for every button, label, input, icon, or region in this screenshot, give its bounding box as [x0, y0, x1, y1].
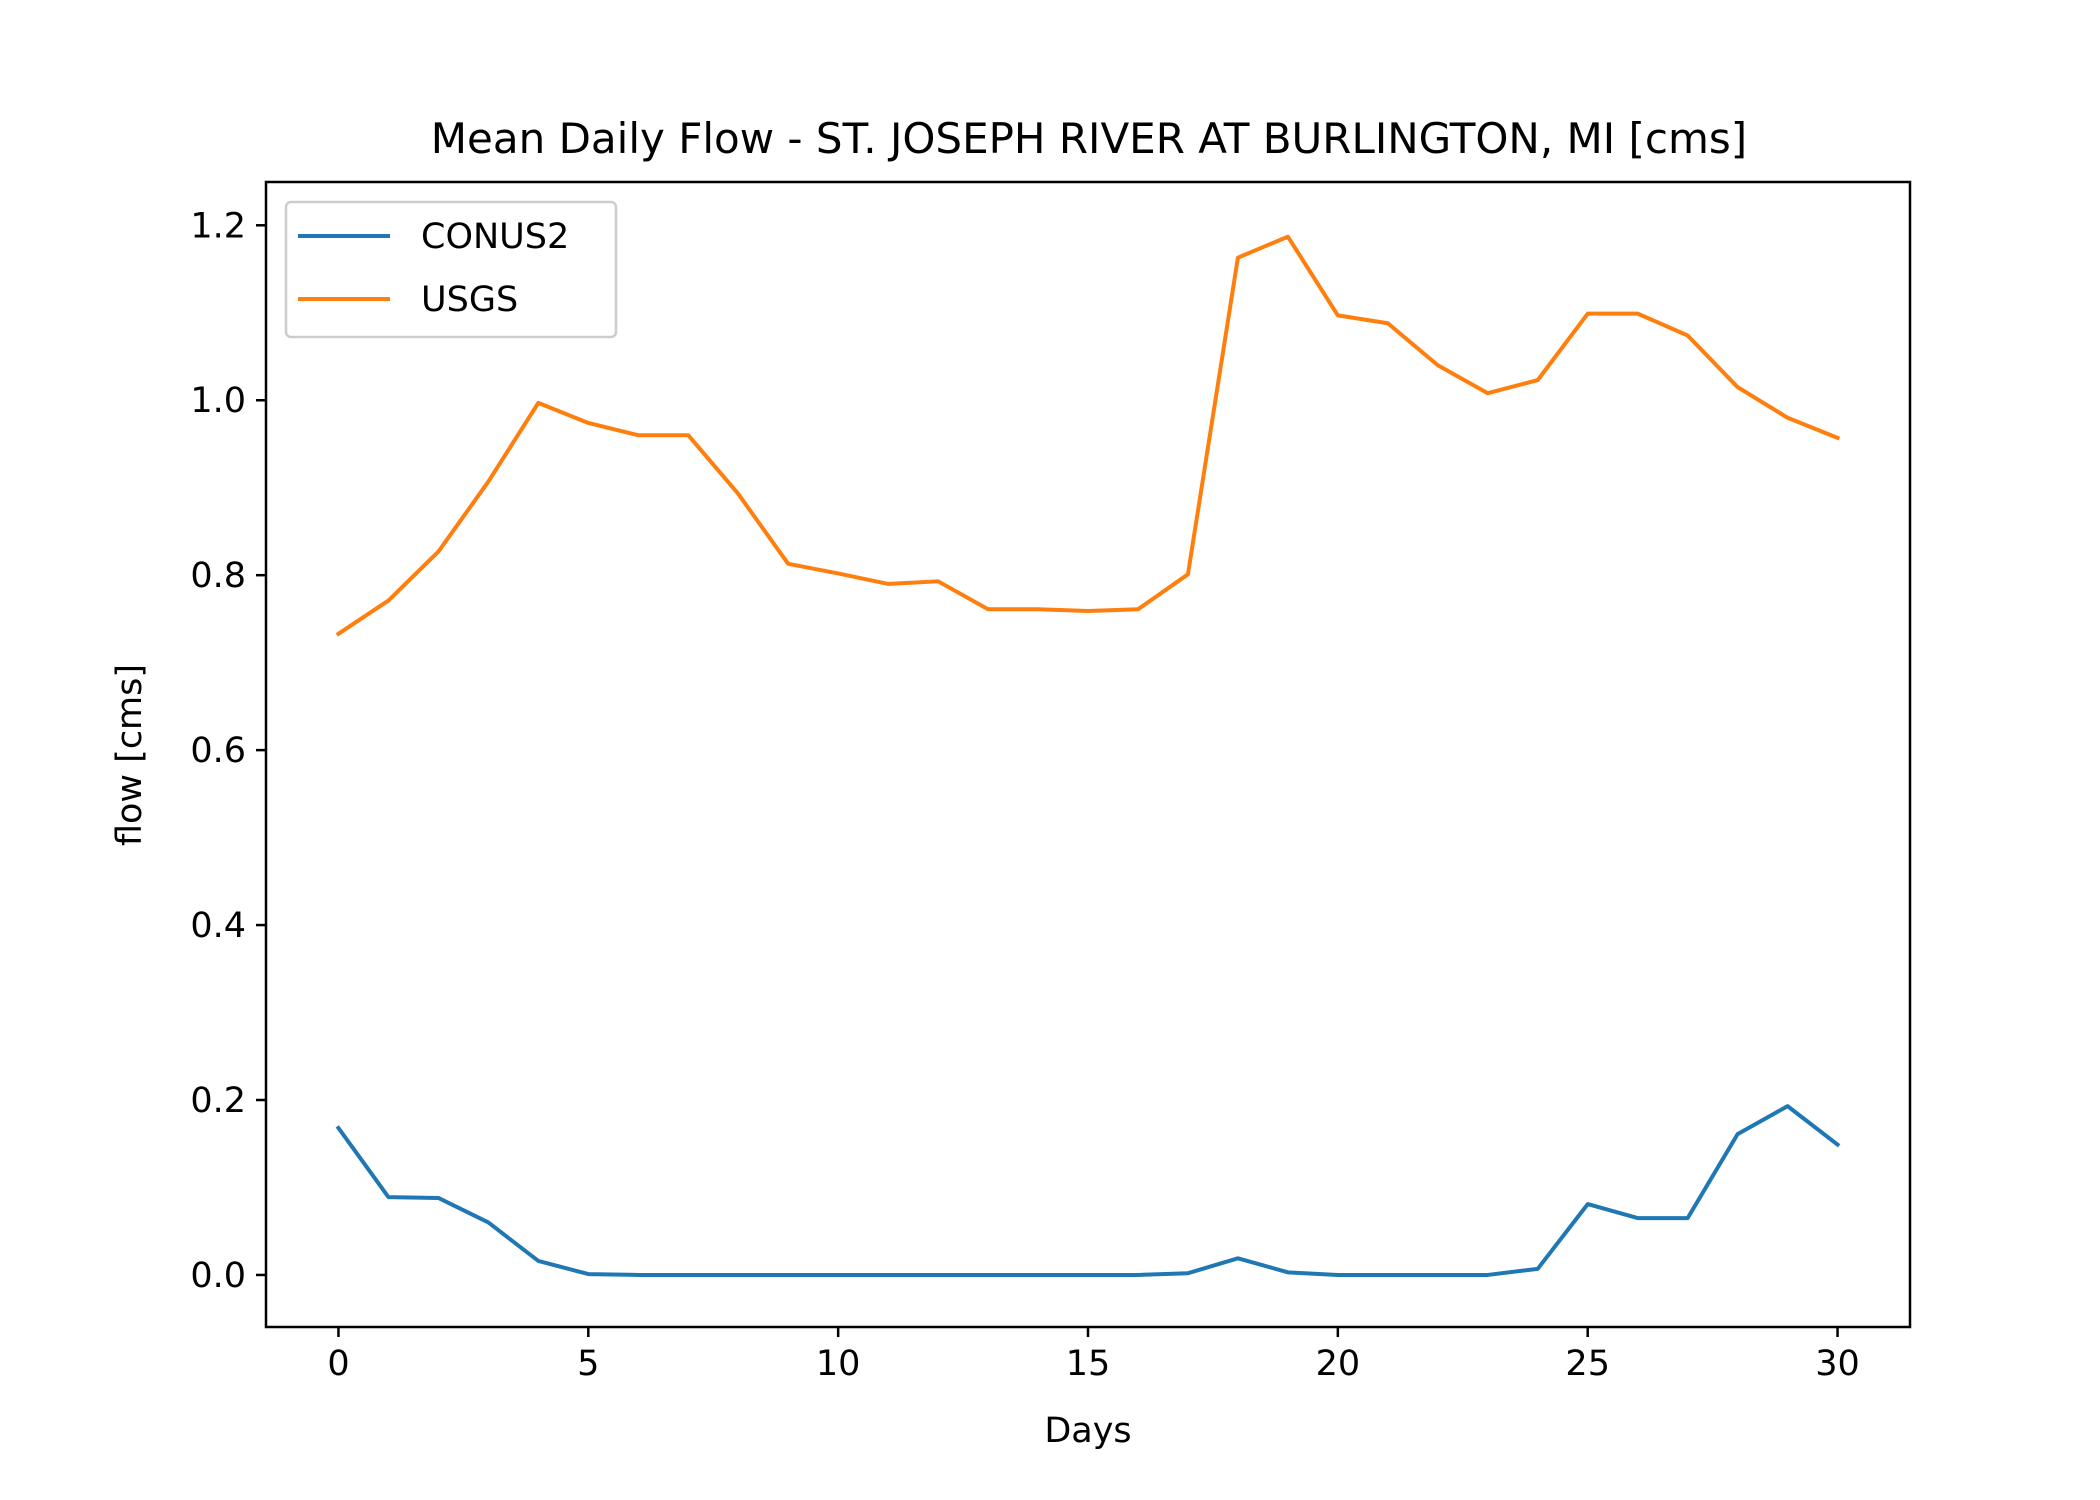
x-tick-label: 25: [1565, 1344, 1610, 1384]
y-tick-label: 1.2: [190, 206, 246, 246]
x-tick-label: 30: [1815, 1344, 1860, 1384]
chart-title: Mean Daily Flow - ST. JOSEPH RIVER AT BU…: [431, 114, 1747, 163]
x-tick-label: 5: [577, 1344, 599, 1384]
y-tick-label: 1.0: [190, 381, 246, 421]
series-layer: [335, 234, 1841, 1277]
y-tick-label: 0.2: [190, 1081, 246, 1121]
x-axis-label: Days: [1044, 1411, 1131, 1451]
y-axis: 0.0 0.2 0.4 0.6 0.8 1.0 1.2: [190, 206, 266, 1296]
series-line-conus2: [335, 1104, 1841, 1277]
y-tick-label: 0.6: [190, 731, 246, 771]
x-tick-label: 10: [816, 1344, 861, 1384]
x-axis: 0 5 10 15 20 25 30: [327, 1327, 1860, 1384]
legend-label-usgs: USGS: [421, 280, 518, 320]
x-tick-label: 0: [327, 1344, 349, 1384]
legend-entries: CONUS2 USGS: [298, 217, 569, 320]
legend: CONUS2 USGS: [284, 200, 618, 339]
y-tick-label: 0.4: [190, 906, 246, 946]
y-tick-label: 0.8: [190, 556, 246, 596]
x-tick-label: 15: [1066, 1344, 1111, 1384]
y-tick-label: 0.0: [190, 1256, 246, 1296]
y-axis-label: flow [cms]: [110, 664, 150, 846]
series-line-usgs: [335, 234, 1841, 637]
legend-label-conus2: CONUS2: [421, 217, 569, 257]
x-tick-label: 20: [1316, 1344, 1361, 1384]
